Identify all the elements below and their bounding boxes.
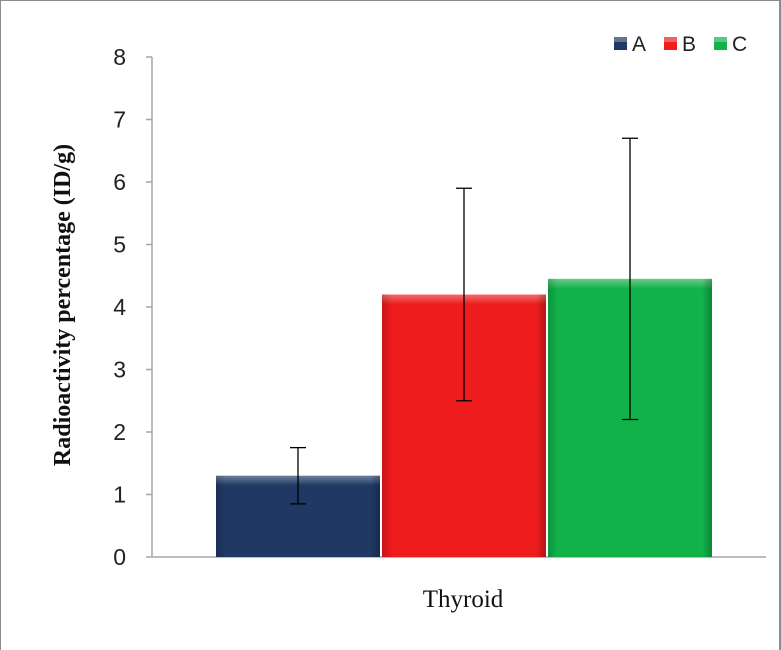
legend-swatch-b xyxy=(664,37,677,50)
y-tick-label: 7 xyxy=(113,107,126,133)
chart-frame-right-edge xyxy=(779,0,781,650)
legend-label-c: C xyxy=(732,33,747,56)
legend-swatch-c xyxy=(714,37,727,50)
legend-swatch-bevel xyxy=(714,37,727,42)
legend: A B C xyxy=(614,33,747,56)
y-axis-ticks: 0 1 2 3 4 5 6 7 8 xyxy=(113,44,152,570)
error-bars-group xyxy=(290,137,638,505)
legend-label-a: A xyxy=(632,33,646,56)
y-tick-label: 8 xyxy=(113,44,126,70)
y-tick-label: 6 xyxy=(113,169,126,195)
y-tick-label: 0 xyxy=(113,544,126,570)
y-tick-label: 4 xyxy=(113,294,126,320)
legend-label-b: B xyxy=(682,33,696,56)
y-tick-label: 2 xyxy=(113,419,126,445)
legend-swatch-bevel xyxy=(664,37,677,42)
legend-swatch-a xyxy=(614,37,627,50)
x-category-label: Thyroid xyxy=(423,586,504,613)
y-tick-label: 3 xyxy=(113,357,126,383)
y-tick-label: 1 xyxy=(113,482,126,508)
legend-swatch-bevel xyxy=(614,37,627,42)
y-tick-label: 5 xyxy=(113,232,126,258)
y-axis-title: Radioactivity percentage (ID/g) xyxy=(50,144,76,466)
